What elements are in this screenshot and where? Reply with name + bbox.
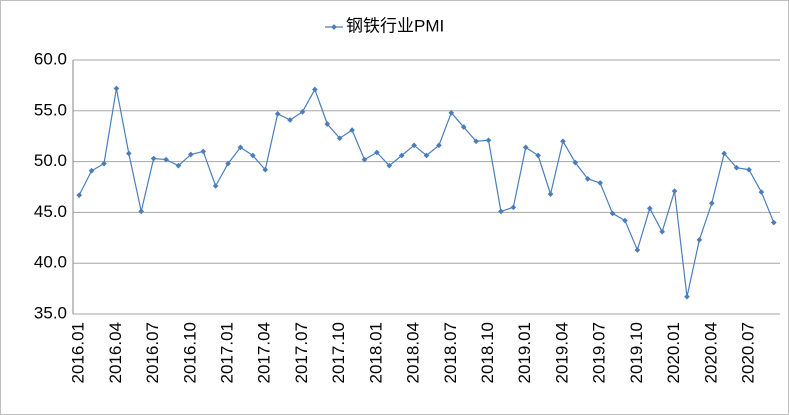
data-point <box>299 108 306 115</box>
data-point <box>88 167 95 174</box>
data-point <box>324 121 331 127</box>
data-point <box>225 160 231 167</box>
data-point <box>684 293 690 300</box>
data-point <box>312 86 318 93</box>
x-tick-label: 2016.10 <box>180 322 199 383</box>
data-point <box>262 166 269 173</box>
data-point <box>287 117 293 123</box>
data-point <box>696 237 703 243</box>
data-point <box>349 127 355 133</box>
data-point <box>250 152 256 159</box>
x-tick-label: 2018.01 <box>366 322 385 383</box>
data-point <box>336 135 343 142</box>
data-point <box>138 208 145 215</box>
data-point <box>746 166 752 173</box>
x-tick-label: 2017.07 <box>292 322 311 383</box>
x-tick-label: 2017.04 <box>255 322 274 383</box>
data-point <box>671 188 678 194</box>
x-tick-label: 2019.07 <box>590 322 609 383</box>
x-tick-label: 2020.04 <box>701 322 720 383</box>
data-point <box>212 183 219 189</box>
x-tick-label: 2017.01 <box>218 322 237 383</box>
data-point <box>150 155 157 162</box>
data-point <box>584 176 591 182</box>
data-point <box>125 150 132 157</box>
data-point <box>758 189 765 195</box>
data-point <box>274 111 281 117</box>
data-point <box>721 150 728 157</box>
data-point <box>423 152 430 159</box>
x-tick-label: 2019.01 <box>515 322 534 383</box>
data-point <box>448 110 455 116</box>
x-tick-label: 2019.10 <box>627 322 646 383</box>
data-point <box>609 210 616 217</box>
data-point <box>460 124 467 130</box>
x-tick-label: 2016.07 <box>143 322 162 383</box>
data-point <box>485 137 492 144</box>
data-point <box>646 205 653 212</box>
data-point <box>113 85 120 92</box>
legend-marker <box>331 24 337 30</box>
data-point <box>361 156 368 163</box>
data-point <box>411 142 417 149</box>
data-point <box>510 204 517 211</box>
data-point <box>770 219 777 226</box>
data-point <box>547 191 554 197</box>
data-point <box>163 156 169 163</box>
data-point <box>237 144 244 151</box>
data-point <box>76 192 83 198</box>
x-tick-label: 2018.10 <box>478 322 497 383</box>
x-tick-label: 2020.01 <box>664 322 683 383</box>
x-tick-label: 2016.01 <box>69 322 88 383</box>
data-point <box>473 138 479 145</box>
data-point <box>436 142 442 149</box>
x-tick-label: 2017.10 <box>329 322 348 383</box>
data-point <box>175 162 182 169</box>
y-tick-label: 50.0 <box>34 151 67 170</box>
legend-label: 钢铁行业PMI <box>346 16 444 35</box>
data-point <box>733 164 740 171</box>
data-point <box>498 208 504 215</box>
y-tick-label: 40.0 <box>34 253 67 272</box>
data-point <box>386 162 393 169</box>
data-point <box>597 180 603 186</box>
data-point <box>560 138 566 145</box>
data-point <box>374 149 380 156</box>
data-point <box>188 151 194 158</box>
data-point <box>101 160 107 167</box>
data-point <box>200 148 207 155</box>
x-tick-label: 2016.04 <box>106 322 125 383</box>
y-tick-label: 45.0 <box>34 202 67 221</box>
x-tick-label: 2020.07 <box>738 322 757 383</box>
data-point <box>572 159 579 166</box>
y-tick-label: 55.0 <box>34 100 67 119</box>
data-point <box>535 152 541 159</box>
y-tick-label: 60.0 <box>34 49 67 68</box>
x-tick-label: 2018.07 <box>441 322 460 383</box>
data-point <box>634 247 641 253</box>
data-point <box>522 144 529 151</box>
data-point <box>708 200 715 207</box>
y-tick-label: 35.0 <box>34 303 67 322</box>
x-tick-label: 2019.04 <box>552 322 571 383</box>
data-point <box>622 217 628 224</box>
x-tick-label: 2018.04 <box>404 322 423 383</box>
data-point <box>398 152 405 159</box>
data-point <box>659 228 665 235</box>
